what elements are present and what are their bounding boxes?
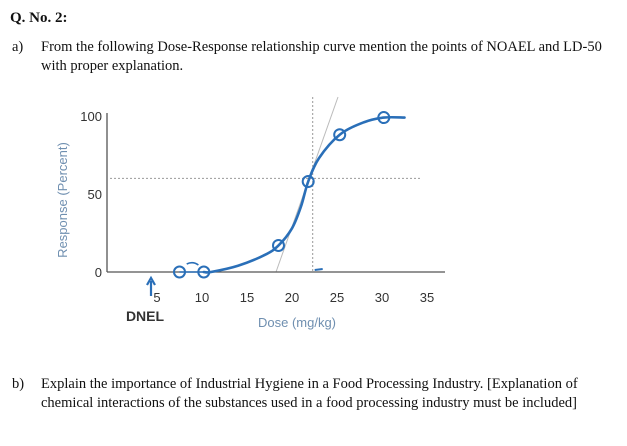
x-axis-label: Dose (mg/kg) <box>258 315 336 330</box>
y-tick-label: 0 <box>95 265 102 280</box>
data-point <box>333 128 347 142</box>
part-b-text: Explain the importance of Industrial Hyg… <box>41 376 578 411</box>
dnel-arrowhead-icon <box>146 275 156 286</box>
x-tick-label: 25 <box>330 290 344 305</box>
x-tick-label: 10 <box>195 290 209 305</box>
data-point <box>377 111 391 125</box>
data-point <box>173 265 186 279</box>
question-number: Q. No. 2: <box>10 10 68 26</box>
part-a-text: From the following Dose-Response relatio… <box>41 39 602 74</box>
data-point <box>301 175 315 189</box>
data-point <box>272 238 285 252</box>
small-arc-mark <box>186 261 199 266</box>
x-tick-label: 15 <box>240 290 254 305</box>
part-b-label: b) <box>12 376 25 392</box>
part-a-label: a) <box>12 39 24 55</box>
dnel-label: DNEL <box>126 308 165 324</box>
y-axis-label: Response (Percent) <box>55 142 70 258</box>
dose-response-curve <box>202 115 406 274</box>
x-tick-label: 35 <box>420 290 434 305</box>
ld50-marker <box>314 268 323 271</box>
x-tick-label: 20 <box>285 290 299 305</box>
y-tick-label: 50 <box>88 187 102 202</box>
x-tick-label: 30 <box>375 290 389 305</box>
x-tick-label: 5 <box>153 290 160 305</box>
y-tick-label: 100 <box>80 109 102 124</box>
data-point <box>197 265 211 279</box>
